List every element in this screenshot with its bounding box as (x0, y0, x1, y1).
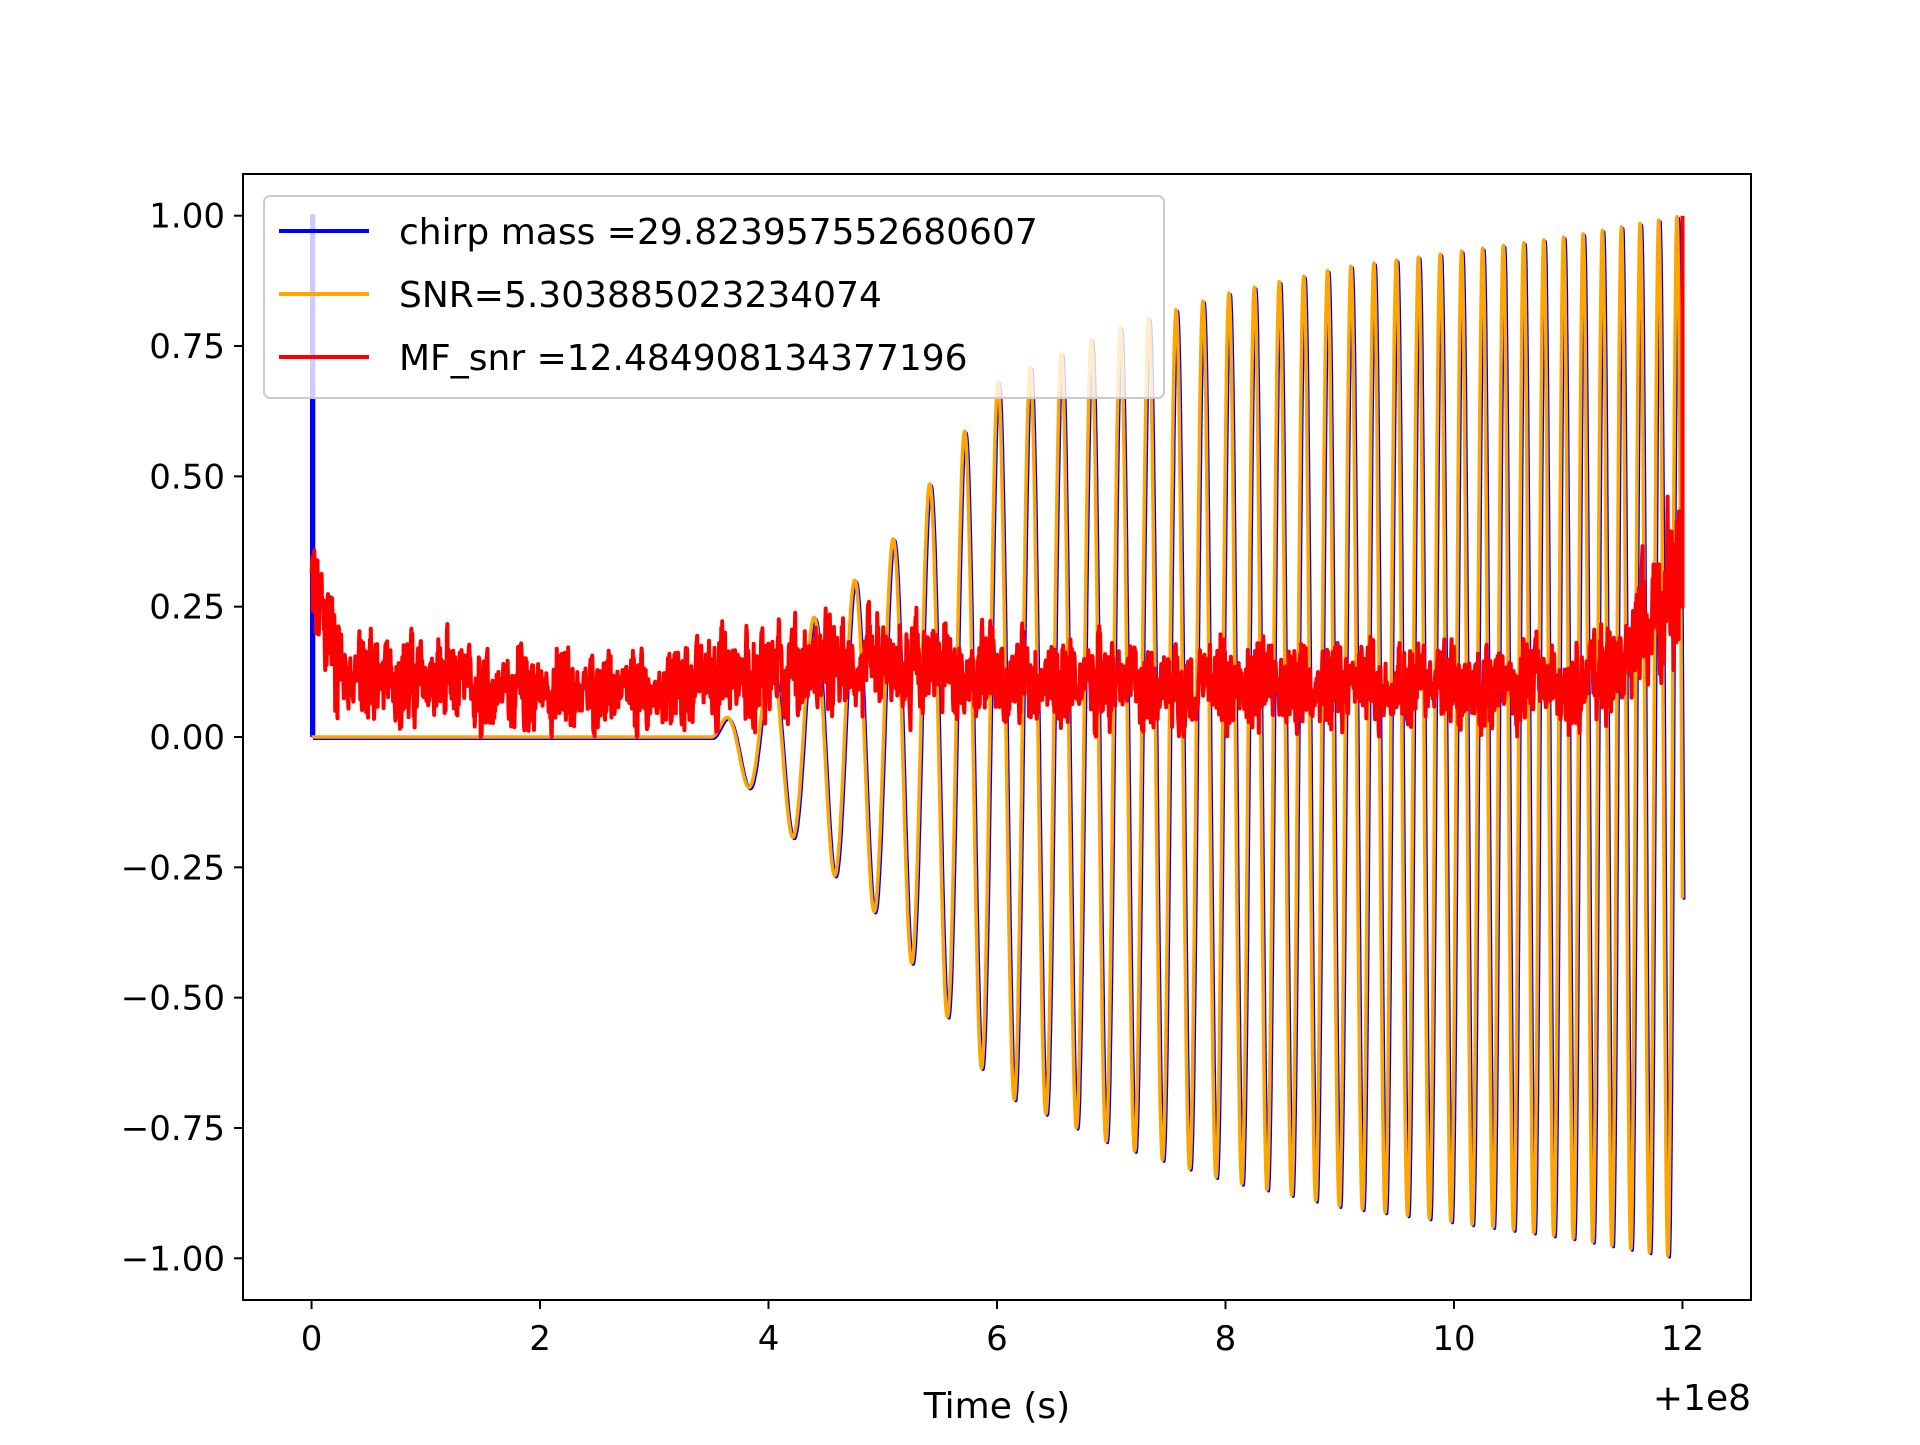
legend-label: MF_snr =12.484908134377196 (399, 338, 968, 379)
x-tick-label: 10 (1432, 1319, 1475, 1359)
y-axis: 1.00 0.75 0.50 0.25 0.00 −0.25 −0.50 −0.75 −1.00 (121, 197, 243, 1279)
series-layer (309, 214, 1686, 1259)
y-tick-label: 0.00 (149, 718, 225, 758)
series-mf-snr-line (309, 215, 1685, 739)
legend-box (263, 195, 1165, 399)
x-tick-label: 2 (529, 1319, 551, 1359)
x-tick-label: 4 (758, 1319, 780, 1359)
legend-label: chirp mass =29.823957552680607 (399, 212, 1038, 253)
y-tick-label: −0.75 (121, 1109, 225, 1149)
y-tick-label: 0.25 (149, 588, 225, 628)
y-tick-label: 0.75 (149, 327, 225, 367)
x-axis-label: Time (s) (923, 1386, 1070, 1427)
y-tick-label: −0.25 (121, 848, 225, 888)
x-tick-label: 12 (1661, 1319, 1704, 1359)
x-axis: 0 2 4 6 8 10 12 (301, 1300, 1704, 1359)
y-tick-label: 1.00 (149, 197, 225, 237)
x-tick-label: 0 (301, 1319, 323, 1359)
legend: chirp mass =29.823957552680607 SNR=5.3038… (263, 195, 1165, 399)
x-axis-offset-label: +1e8 (1653, 1378, 1751, 1419)
legend-label: SNR=5.303885023234074 (399, 275, 882, 316)
y-tick-label: −1.00 (121, 1239, 225, 1279)
x-tick-label: 8 (1215, 1319, 1237, 1359)
x-tick-label: 6 (986, 1319, 1008, 1359)
y-tick-label: −0.50 (121, 979, 225, 1019)
y-tick-label: 0.50 (149, 457, 225, 497)
